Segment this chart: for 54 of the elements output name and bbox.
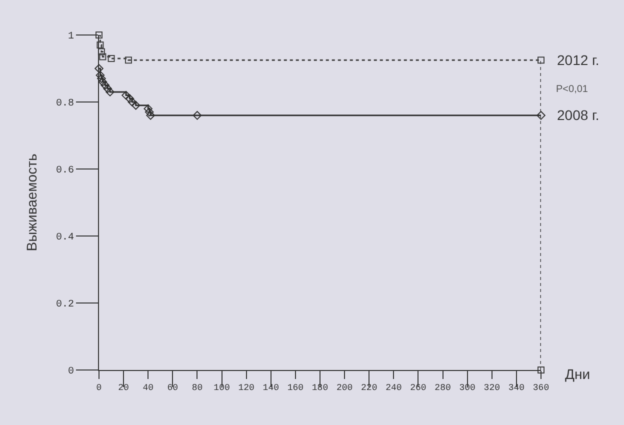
point [103,84,112,93]
point [97,74,106,83]
x-tick-label: 100 [214,382,230,393]
point [144,108,154,116]
y-tick-label: 0.6 [56,166,74,176]
x-tick-label: 340 [508,382,525,393]
x-tick-label: 20 [118,382,129,393]
x-tick-label: 60 [167,382,178,393]
point [96,70,105,80]
series-label: 2008 г. [557,107,600,123]
point [98,48,105,56]
y-tick-label: 0 [68,366,74,378]
point [192,111,202,120]
y-tick-label: 0.4 [56,232,74,244]
point [96,32,102,38]
x-tick-label: 180 [312,382,328,393]
point [98,78,108,86]
x-tick-label: 0 [96,382,102,393]
point [131,100,140,110]
point [124,56,132,64]
point [96,42,104,49]
point [108,54,115,62]
x-tick-label: 120 [238,382,254,393]
y-axis-title: Выживаемость [24,154,40,252]
x-tick-label: 80 [192,382,203,393]
point [536,111,546,120]
point [106,88,114,96]
point [99,53,106,60]
point [125,94,134,104]
x-tick-label: 160 [287,382,304,393]
point [538,56,544,64]
point [122,90,130,100]
point [146,111,155,120]
y-tick-label: 0.8 [56,98,74,110]
text: P<0,01 [556,84,588,95]
x-tick-label: 40 [142,382,154,393]
x-tick-label: 260 [410,382,426,393]
point [100,80,110,90]
x-tick-label: 200 [336,382,353,393]
x-tick-label: 300 [459,382,476,393]
x-tick-label: 360 [532,382,550,393]
point [538,366,544,374]
point [144,104,153,114]
x-axis-title: Дни [565,366,590,382]
x-tick-label: 140 [262,382,279,393]
x-tick-label: 280 [434,382,451,393]
y-tick-label: 0.2 [56,300,74,310]
point [128,98,137,106]
x-tick-label: 240 [386,382,402,393]
series-label: 2012 г. [557,52,600,68]
point [94,64,104,73]
x-tick-label: 320 [484,382,500,393]
x-tick-label: 220 [361,382,378,393]
y-tick-label: 1 [68,32,74,42]
